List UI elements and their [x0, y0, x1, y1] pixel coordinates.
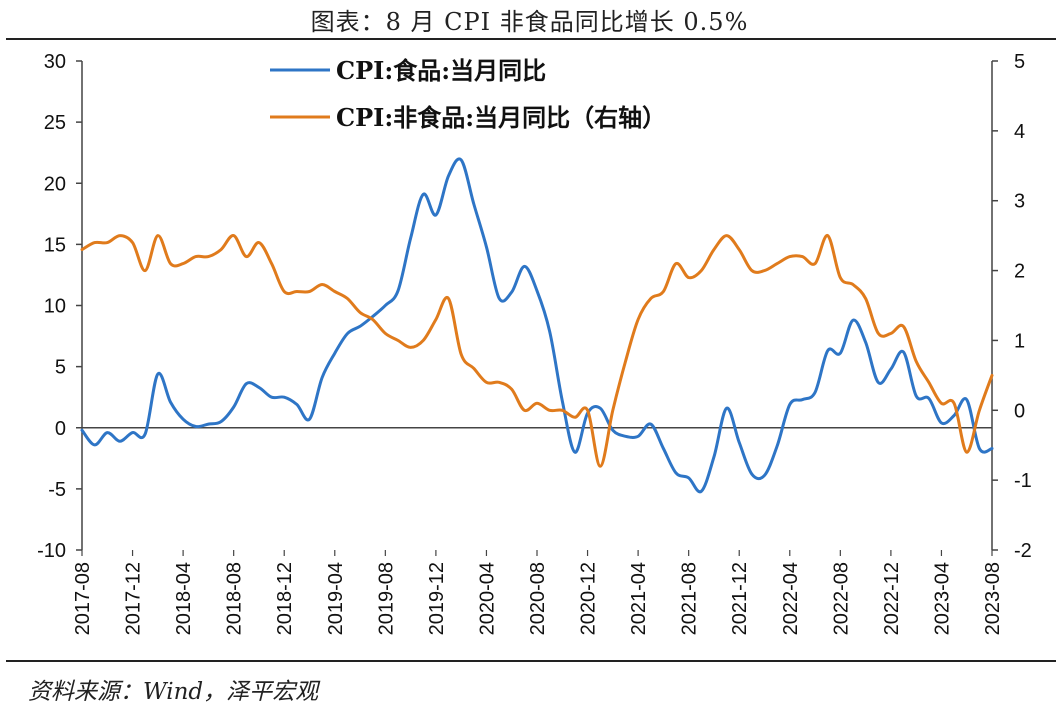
legend: CPI:食品:当月同比 CPI:非食品:当月同比（右轴）	[270, 56, 666, 132]
x-tick-label: 2019-04	[325, 562, 347, 635]
x-tick-label: 2018-12	[274, 562, 296, 635]
left-tick-label: 30	[44, 51, 66, 73]
figure-title: 图表：8 月 CPI 非食品同比增长 0.5%	[310, 8, 749, 36]
right-tick-label: -1	[1014, 470, 1032, 492]
x-tick-label: 2021-04	[628, 562, 650, 635]
x-tick-label: 2022-12	[881, 562, 903, 635]
right-tick-label: 3	[1014, 191, 1025, 213]
right-tick-label: 2	[1014, 261, 1025, 283]
x-tick-label: 2018-04	[173, 562, 195, 635]
left-tick-label: 25	[44, 112, 66, 134]
x-tick-label: 2017-08	[72, 562, 94, 635]
top-rule	[6, 38, 1056, 40]
left-tick-label: 15	[44, 234, 66, 256]
series-line-nonfood	[80, 234, 994, 468]
left-tick-label: 20	[44, 173, 66, 195]
left-tick-label: 0	[55, 418, 66, 440]
legend-label-nonfood: CPI:非食品:当月同比（右轴）	[336, 103, 666, 132]
bottom-rule	[6, 660, 1056, 662]
x-tick-label: 2019-12	[426, 562, 448, 635]
series-line-food	[80, 157, 994, 494]
legend-label-food: CPI:食品:当月同比	[336, 56, 546, 85]
right-tick-label: 0	[1014, 400, 1025, 422]
x-tick-label: 2023-04	[931, 562, 953, 635]
x-tick-label: 2020-12	[578, 562, 600, 635]
right-tick-label: 5	[1014, 51, 1025, 73]
x-tick-label: 2018-08	[224, 562, 246, 635]
x-tick-label: 2017-12	[123, 562, 145, 635]
x-tick-label: 2021-08	[679, 562, 701, 635]
source-note: 资料来源：Wind，泽平宏观	[28, 679, 319, 705]
x-tick-label: 2023-08	[982, 562, 1004, 635]
x-tick-label: 2022-04	[780, 562, 802, 635]
x-tick-label: 2019-08	[375, 562, 397, 635]
x-tick-label: 2020-04	[476, 562, 498, 635]
right-tick-label: 4	[1014, 121, 1025, 143]
right-tick-label: 1	[1014, 330, 1025, 352]
left-tick-label: -10	[37, 540, 66, 562]
x-tick-label: 2021-12	[729, 562, 751, 635]
left-tick-label: 5	[55, 357, 66, 379]
left-tick-label: -5	[48, 479, 66, 501]
series-layer	[80, 157, 994, 494]
right-tick-label: -2	[1014, 540, 1032, 562]
left-tick-label: 10	[44, 296, 66, 318]
x-tick-label: 2022-08	[830, 562, 852, 635]
x-tick-label: 2020-08	[527, 562, 549, 635]
